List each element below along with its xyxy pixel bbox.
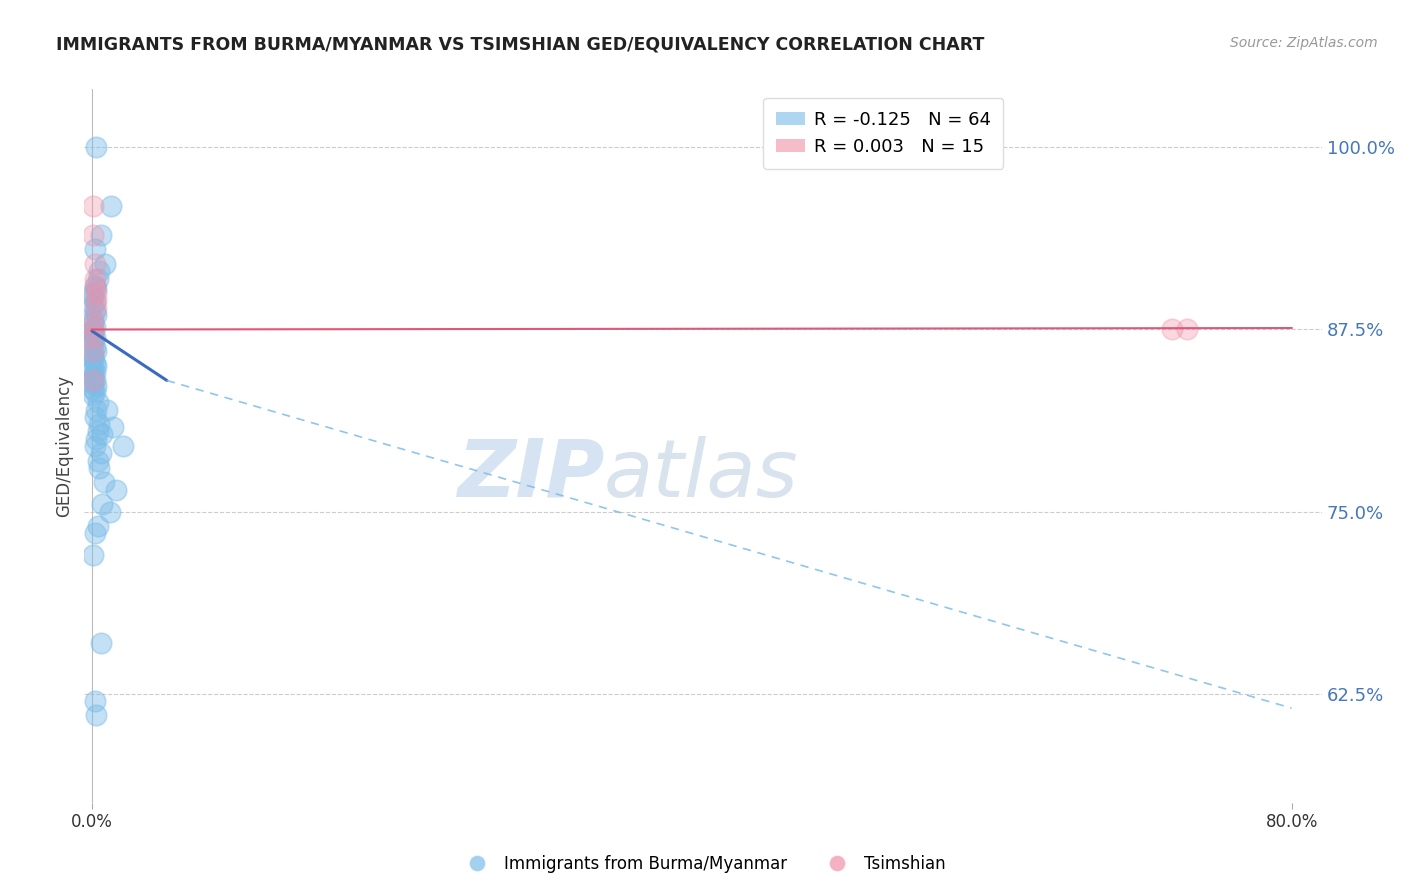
Legend: R = -0.125   N = 64, R = 0.003   N = 15: R = -0.125 N = 64, R = 0.003 N = 15 (763, 98, 1004, 169)
Point (82, 324, 104, 338)
Point (90, 635, 112, 649)
Text: ZIP: ZIP (457, 435, 605, 514)
Point (101, 420, 124, 434)
Point (82, 344, 104, 359)
Point (82, 312, 104, 326)
Text: Source: ZipAtlas.com: Source: ZipAtlas.com (1230, 36, 1378, 50)
Point (82, 548, 104, 562)
Point (90, 227, 112, 242)
Point (83, 439, 105, 453)
Point (1175, 322, 1198, 336)
Point (112, 439, 135, 453)
Point (86, 293, 108, 308)
Point (83, 243, 105, 257)
Point (83, 303, 105, 318)
Point (83, 271, 105, 285)
Point (90, 446, 112, 460)
Point (82, 382, 104, 396)
Point (86, 379, 108, 393)
Point (94, 257, 117, 271)
Y-axis label: GED/Equivalency: GED/Equivalency (55, 375, 73, 517)
Point (82, 388, 104, 402)
Point (87, 395, 110, 409)
Point (89, 417, 111, 432)
Point (82, 337, 104, 351)
Point (83, 694, 105, 708)
Point (83, 340, 105, 354)
Text: atlas: atlas (605, 435, 799, 514)
Text: IMMIGRANTS FROM BURMA/MYANMAR VS TSIMSHIAN GED/EQUIVALENCY CORRELATION CHART: IMMIGRANTS FROM BURMA/MYANMAR VS TSIMSHI… (56, 36, 984, 54)
Point (86, 359, 108, 373)
Point (96, 402, 118, 417)
Point (82, 333, 104, 347)
Point (83, 365, 105, 379)
Point (86, 402, 108, 417)
Point (83, 319, 105, 334)
Point (82, 368, 104, 382)
Point (82, 374, 104, 388)
Point (82, 326, 104, 341)
Point (87, 519, 110, 533)
Point (98, 504, 121, 518)
Point (83, 356, 105, 370)
Point (91, 497, 114, 511)
Point (93, 475, 115, 490)
Point (83, 294, 105, 309)
Point (86, 301, 108, 315)
Point (87, 271, 110, 285)
Point (100, 199, 122, 213)
Point (1160, 322, 1182, 336)
Point (87, 425, 110, 439)
Point (82, 286, 104, 301)
Point (82, 361, 104, 376)
Point (82, 347, 104, 361)
Point (86, 708, 108, 723)
Point (83, 278, 105, 293)
Point (83, 278, 105, 293)
Point (86, 432, 108, 446)
Point (83, 374, 105, 388)
Point (82, 370, 104, 384)
Point (82, 227, 104, 242)
Point (82, 299, 104, 313)
Point (82, 315, 104, 329)
Legend: Immigrants from Burma/Myanmar, Tsimshian: Immigrants from Burma/Myanmar, Tsimshian (454, 848, 952, 880)
Point (82, 353, 104, 368)
Point (82, 317, 104, 331)
Point (82, 350, 104, 364)
Point (86, 344, 108, 359)
Point (89, 264, 111, 278)
Point (86, 286, 108, 301)
Point (82, 376, 104, 391)
Point (86, 140, 108, 154)
Point (86, 308, 108, 322)
Point (87, 453, 110, 467)
Point (82, 330, 104, 344)
Point (82, 290, 104, 304)
Point (83, 409, 105, 424)
Point (83, 257, 105, 271)
Point (91, 427, 114, 442)
Point (82, 322, 104, 336)
Point (86, 282, 108, 296)
Point (104, 483, 127, 497)
Point (83, 526, 105, 541)
Point (83, 330, 105, 344)
Point (89, 460, 111, 475)
Point (82, 199, 104, 213)
Point (83, 385, 105, 400)
